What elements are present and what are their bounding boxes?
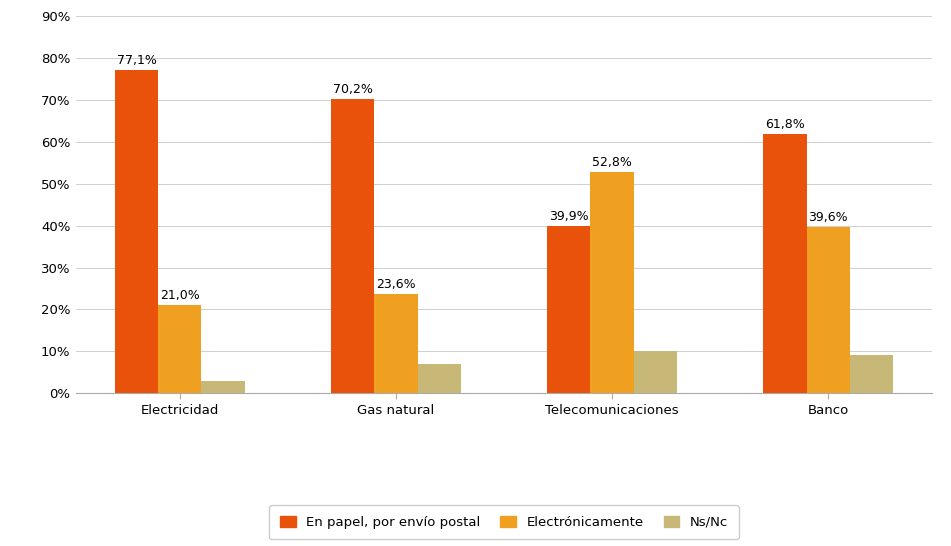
Text: 77,1%: 77,1% [117,55,157,68]
Text: 21,0%: 21,0% [160,289,200,302]
Bar [158,305,202,393]
Bar [202,381,244,393]
Bar [375,294,417,393]
Text: 39,6%: 39,6% [808,211,848,224]
Bar [115,70,158,393]
Bar [547,226,591,393]
Bar [331,99,375,393]
Bar [806,227,850,393]
Text: 70,2%: 70,2% [333,84,373,96]
Bar [591,172,633,393]
Bar [417,364,461,393]
Text: 39,9%: 39,9% [549,210,589,223]
Text: 61,8%: 61,8% [766,118,805,132]
Bar [764,134,806,393]
Bar [850,355,893,393]
Text: 52,8%: 52,8% [592,156,632,169]
Legend: En papel, por envío postal, Electrónicamente, Ns/Nc: En papel, por envío postal, Electrónicam… [269,505,739,539]
Bar [633,351,677,393]
Text: 23,6%: 23,6% [377,278,416,292]
